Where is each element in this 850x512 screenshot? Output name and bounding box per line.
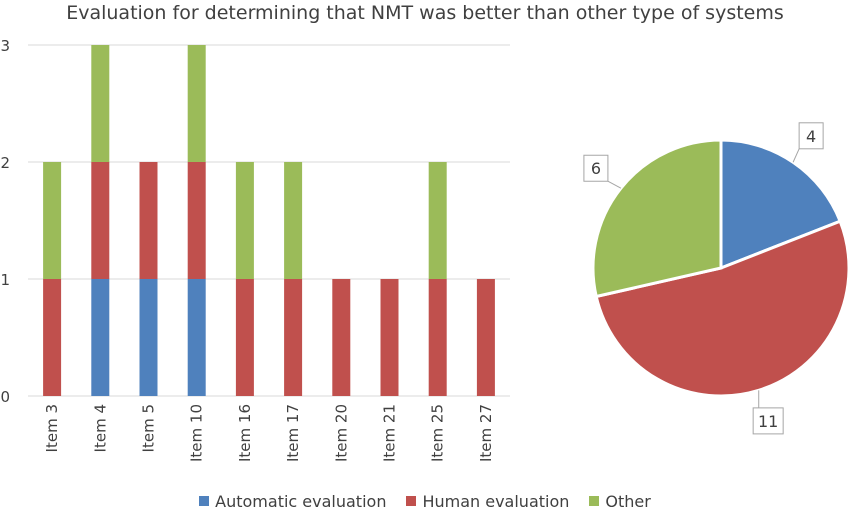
bar-segment [91,45,110,162]
legend-item-other: Other [589,491,651,511]
bar-segment [380,279,399,396]
pie-leader-line [607,180,622,189]
x-tick-label: Item 3 [43,404,61,452]
legend-label-human: Human evaluation [422,491,570,511]
bar-segment [428,279,447,396]
y-tick-label: 3 [0,37,10,55]
x-tick-label: Item 25 [429,404,447,462]
pie-slice [591,138,723,299]
legend-label-other: Other [605,491,651,511]
y-tick-label: 2 [0,154,10,172]
legend-swatch-automatic [199,496,210,506]
bar-segment [187,162,206,279]
y-tick-label: 1 [0,271,10,289]
x-tick-label: Item 27 [477,404,495,462]
bar-segment [91,279,110,396]
pie-data-label: 4 [806,127,816,146]
chart-legend: Automatic evaluation Human evaluation Ot… [0,490,850,512]
bar-segment [284,279,303,396]
pie-data-label-box [798,122,824,150]
x-tick-label: Item 16 [236,404,254,462]
bar-segment [43,162,62,279]
pie-data-label: 11 [758,412,778,431]
legend-label-automatic: Automatic evaluation [215,491,387,511]
bar-segment [476,279,495,396]
legend-item-human: Human evaluation [406,492,569,511]
x-tick-label: Item 10 [188,404,206,462]
chart-title: Evaluation for determining that NMT was … [66,2,784,24]
pie-leader-line [792,148,800,163]
bar-segment [43,279,62,396]
legend-swatch-other [589,496,600,506]
bar-segment [284,162,303,279]
pie-data-label-box [752,407,784,435]
y-tick-label: 0 [0,388,10,406]
bar-segment [187,279,206,396]
bar-segment [428,162,447,279]
bar-segment [332,279,351,396]
pie-slice [719,138,843,271]
legend-swatch-human [406,496,417,506]
x-tick-label: Item 20 [332,404,350,462]
bar-segment [235,162,254,279]
x-tick-label: Item 17 [284,404,302,462]
bar-segment [91,162,110,279]
pie-data-label-box [583,154,609,182]
legend-item-automatic: Automatic evaluation [199,492,386,511]
bar-segment [139,279,158,396]
pie-data-label: 6 [591,159,601,178]
bar-segment [235,279,254,396]
x-tick-label: Item 4 [91,404,109,452]
pie-slice [594,219,850,398]
bar-segment [187,45,206,162]
x-tick-label: Item 21 [381,404,399,462]
x-tick-label: Item 5 [140,404,158,452]
bar-segment [139,162,158,279]
